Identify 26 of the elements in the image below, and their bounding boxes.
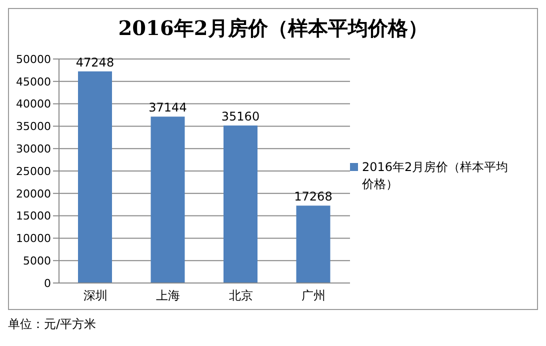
data-label: 35160	[221, 109, 260, 124]
chart-title: 2016年2月房价（样本平均价格）	[117, 15, 429, 42]
x-tick-label: 北京	[228, 288, 253, 303]
bar	[296, 206, 330, 283]
y-tick-label: 15000	[16, 210, 51, 223]
data-label: 17268	[294, 190, 332, 204]
x-tick-label: 广州	[302, 288, 326, 303]
data-label: 47248	[76, 55, 114, 70]
y-tick-label: 45000	[16, 75, 51, 88]
y-tick-label: 30000	[16, 142, 51, 156]
bar	[224, 125, 258, 283]
x-tick-label: 深圳	[83, 288, 108, 303]
y-tick-label: 40000	[16, 98, 51, 111]
bar	[78, 71, 112, 283]
data-label: 37144	[148, 100, 187, 115]
y-tick-label: 20000	[16, 187, 51, 200]
y-tick-label: 10000	[16, 232, 51, 246]
y-tick-label: 5000	[23, 254, 51, 268]
legend-label: 2016年2月房价（样本平均价格）	[362, 159, 510, 193]
y-tick-label: 35000	[16, 120, 51, 134]
x-tick-label: 上海	[156, 288, 180, 303]
text: 单位：元/平方米	[8, 316, 98, 333]
y-tick-label: 25000	[16, 164, 51, 178]
y-tick-label: 50000	[16, 52, 51, 66]
bar	[150, 116, 185, 283]
y-tick-label: 0	[44, 276, 51, 290]
